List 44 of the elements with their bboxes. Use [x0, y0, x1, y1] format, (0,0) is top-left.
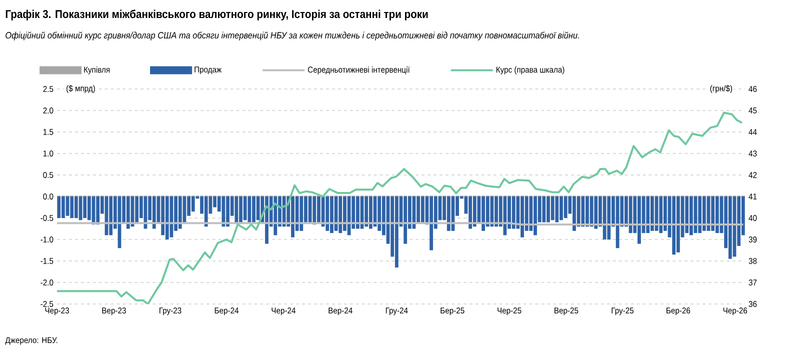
- x-tick-label: Чер-25: [498, 308, 522, 316]
- y2-tick-label: 40: [748, 215, 757, 221]
- x-tick-label: Гру-23: [160, 308, 182, 316]
- y-tick-label: 0.5: [43, 172, 54, 178]
- x-tick-label: Гру-25: [612, 308, 634, 316]
- y2-tick-label: 43: [748, 150, 757, 156]
- chart-title: Графік 3. Показники міжбанківського валютного ринку, Історія за останні три роки: [6, 10, 428, 20]
- chart-subtitle: Офіційний обмінний курс гривня/долар США та обсяги інтервенцій НБУ за кожен тиждень і середньотижневі від початку повномасштабної війни.: [6, 32, 579, 40]
- y2-tick-label: 38: [748, 258, 757, 264]
- legend-label: Курс (права шкала): [496, 66, 564, 74]
- x-tick-label: Чер-23: [45, 308, 69, 316]
- y2-tick-label: 37: [748, 280, 757, 286]
- legend-label: Купівля: [84, 66, 110, 74]
- y2-tick-label: 45: [748, 108, 757, 114]
- x-tick-label: Бер-25: [440, 308, 464, 316]
- x-tick-label: Чер-26: [723, 308, 748, 316]
- y2-tick-label: 41: [748, 194, 757, 200]
- y2-tick-label: 42: [748, 172, 757, 178]
- x-tick-label: Гру-24: [386, 308, 408, 316]
- y-tick-label: -1.0: [40, 236, 54, 242]
- x-tick-label: Вер-25: [554, 308, 578, 316]
- y2-axis-title: (грн/$): [710, 84, 732, 94]
- y2-tick-label: 44: [748, 129, 757, 135]
- y2-tick-label: 39: [748, 236, 757, 242]
- x-tick-label: Бер-26: [666, 308, 690, 316]
- x-tick-label: Вер-23: [102, 308, 126, 316]
- y2-tick-label: 36: [748, 301, 757, 307]
- y-tick-label: 1.0: [43, 150, 54, 156]
- x-tick-label: Вер-24: [328, 308, 352, 316]
- y-tick-label: -2.0: [40, 280, 54, 286]
- y-tick-label: -0.5: [40, 215, 54, 221]
- y-tick-label: 0.0: [43, 194, 54, 200]
- y-tick-label: 2.0: [43, 108, 54, 114]
- y-tick-label: 1.5: [43, 129, 54, 135]
- y-axis-title: ($ мпрд): [66, 84, 95, 94]
- y-tick-label: -1.5: [40, 258, 54, 264]
- legend-label: Середньотижневі інтервенції: [308, 66, 410, 74]
- x-tick-label: Бер-24: [214, 308, 239, 316]
- y-tick-label: 2.5: [43, 86, 54, 92]
- x-tick-label: Чер-24: [272, 308, 296, 316]
- legend-label: Продаж: [194, 66, 222, 74]
- y-tick-label: -2.5: [40, 301, 54, 307]
- y2-tick-label: 46: [748, 86, 757, 92]
- text: Джерело: НБУ.: [5, 337, 58, 345]
